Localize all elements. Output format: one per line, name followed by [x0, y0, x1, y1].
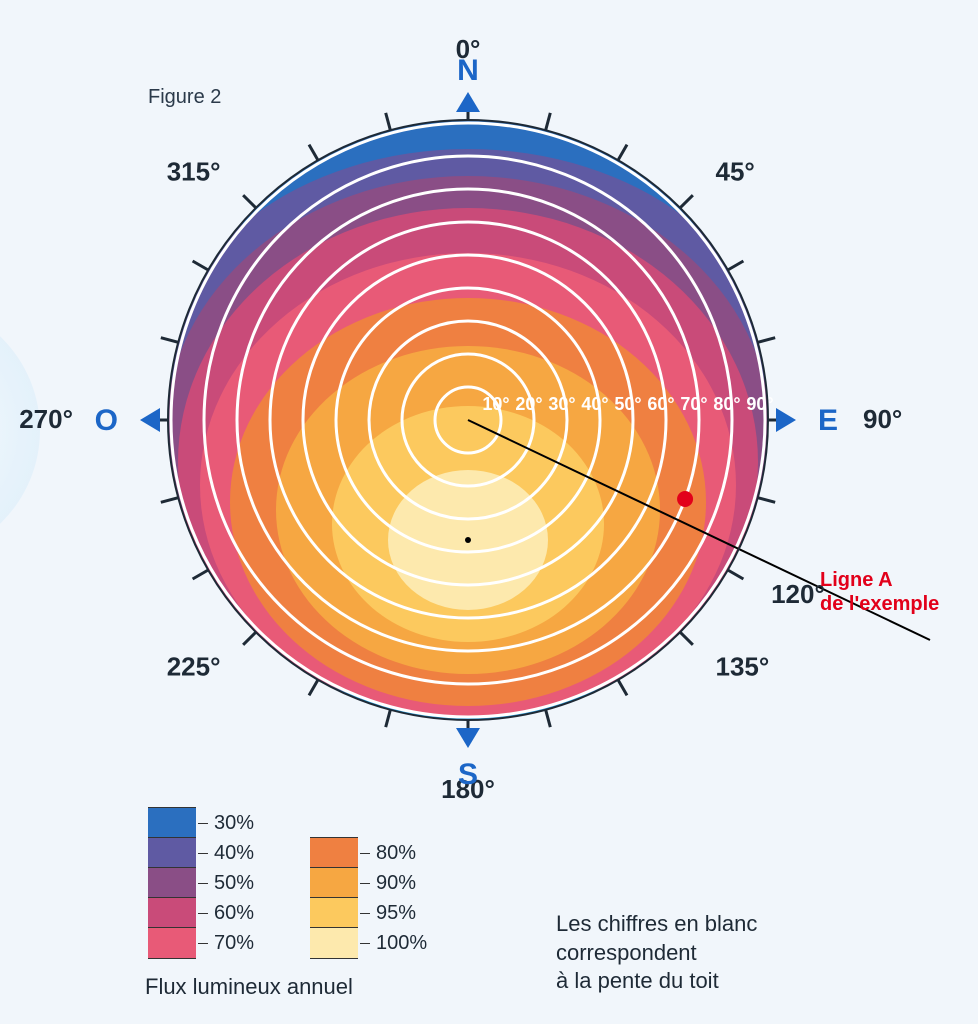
legend-value: 60%: [214, 902, 254, 925]
cardinal-arrow-icon: [456, 728, 480, 748]
legend-swatch: [310, 927, 358, 959]
azimuth-angle-label: 315°: [167, 157, 221, 187]
azimuth-angle-label: 270°: [19, 404, 73, 434]
legend-tick: [360, 913, 370, 914]
legend-column-2: 80% 90% 95% 100%: [310, 838, 427, 958]
legend-swatch: [310, 897, 358, 929]
footnote-text: Les chiffres en blanc correspondent à la…: [556, 910, 757, 996]
legend-tick: [198, 853, 208, 854]
legend-swatch: [148, 897, 196, 929]
cardinal-letter: E: [818, 404, 838, 437]
legend-tick: [198, 943, 208, 944]
cardinal-arrow-icon: [456, 92, 480, 112]
azimuth-angle-label: 45°: [715, 157, 754, 187]
example-line-label-l1: Ligne A: [820, 569, 893, 591]
legend-value: 70%: [214, 932, 254, 955]
legend-row: 40%: [148, 838, 254, 868]
cardinal-letter: S: [458, 758, 478, 791]
legend-tick: [198, 823, 208, 824]
cardinal-letter: O: [95, 404, 118, 437]
legend-tick: [198, 883, 208, 884]
inclination-ring-label: 10°: [482, 394, 509, 414]
legend-column-1: 30% 40% 50% 60% 70%: [148, 808, 254, 958]
inclination-ring-label: 70°: [680, 394, 707, 414]
inclination-ring-label: 40°: [581, 394, 608, 414]
inclination-ring-label: 50°: [614, 394, 641, 414]
legend-value: 30%: [214, 812, 254, 835]
legend-tick: [360, 853, 370, 854]
legend-row: 80%: [310, 838, 427, 868]
inclination-ring-label: 30°: [548, 394, 575, 414]
legend-swatch: [310, 837, 358, 869]
legend-tick: [198, 913, 208, 914]
legend-swatch: [148, 927, 196, 959]
footnote-l3: à la pente du toit: [556, 968, 719, 993]
inclination-ring-label: 90°: [746, 394, 773, 414]
footnote-l2: correspondent: [556, 940, 697, 965]
legend-value: 50%: [214, 872, 254, 895]
footnote-l1: Les chiffres en blanc: [556, 911, 757, 936]
legend-value: 90%: [376, 872, 416, 895]
legend-value: 40%: [214, 842, 254, 865]
legend-swatch: [310, 867, 358, 899]
legend-value: 95%: [376, 902, 416, 925]
legend-row: 60%: [148, 898, 254, 928]
legend-tick: [360, 943, 370, 944]
azimuth-angle-label: 225°: [167, 651, 221, 681]
legend-value: 80%: [376, 842, 416, 865]
legend-swatch: [148, 837, 196, 869]
legend-row: 30%: [148, 808, 254, 838]
legend-title: Flux lumineux annuel: [145, 974, 353, 1000]
inclination-ring-label: 20°: [515, 394, 542, 414]
legend-swatch: [148, 867, 196, 899]
legend-swatch: [148, 807, 196, 839]
legend-row: 100%: [310, 928, 427, 958]
polar-lumen-chart: 10°20°30°40°50°60°70°80°90°0°45°90°120°1…: [0, 0, 978, 800]
example-line-label: Ligne A de l'exemple: [820, 568, 939, 616]
azimuth-angle-label: 135°: [715, 651, 769, 681]
cardinal-letter: N: [457, 54, 479, 87]
azimuth-angle-label: 90°: [863, 404, 902, 434]
legend-value: 100%: [376, 932, 427, 955]
inclination-ring-label: 60°: [647, 394, 674, 414]
legend-row: 95%: [310, 898, 427, 928]
example-line-label-l2: de l'exemple: [820, 593, 939, 615]
legend-row: 90%: [310, 868, 427, 898]
cardinal-arrow-icon: [776, 408, 796, 432]
legend-row: 70%: [148, 928, 254, 958]
legend-row: 50%: [148, 868, 254, 898]
inclination-ring-label: 80°: [713, 394, 740, 414]
cardinal-arrow-icon: [140, 408, 160, 432]
legend-tick: [360, 883, 370, 884]
azimuth-angle-label: 120°: [771, 579, 825, 609]
